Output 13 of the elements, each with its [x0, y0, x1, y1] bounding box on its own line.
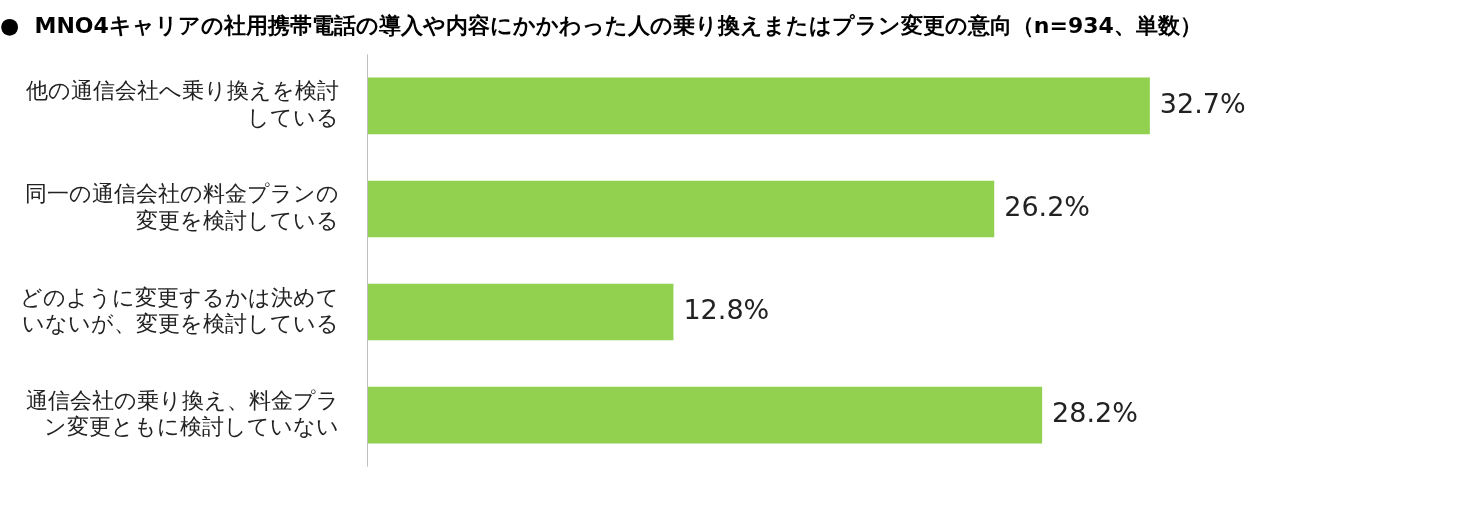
data-label: 28.2%: [1052, 397, 1138, 429]
bar: [367, 77, 1150, 135]
bar: [367, 283, 674, 341]
chart-title: ● MNO4キャリアの社用携帯電話の導入や内容にかかわった人の乗り換えまたはプラン変更の意向（n=934、単数）: [0, 12, 1202, 38]
y-tick-label: どのように変更するかは決めていないが、変更を検討している: [20, 284, 339, 336]
data-label: 26.2%: [1004, 190, 1091, 222]
y-tick-label: 同一の通信会社の料金プランの変更を検討している: [25, 181, 339, 233]
data-label: 12.8%: [683, 294, 770, 326]
bar: [367, 180, 995, 238]
bar: [367, 386, 1043, 444]
data-label: 32.7%: [1159, 87, 1246, 119]
y-tick-label: 他の通信会社へ乗り換えを検討している: [26, 78, 339, 130]
y-tick-label: 通信会社の乗り換え、料金プラン変更ともに検討していない: [26, 387, 339, 439]
